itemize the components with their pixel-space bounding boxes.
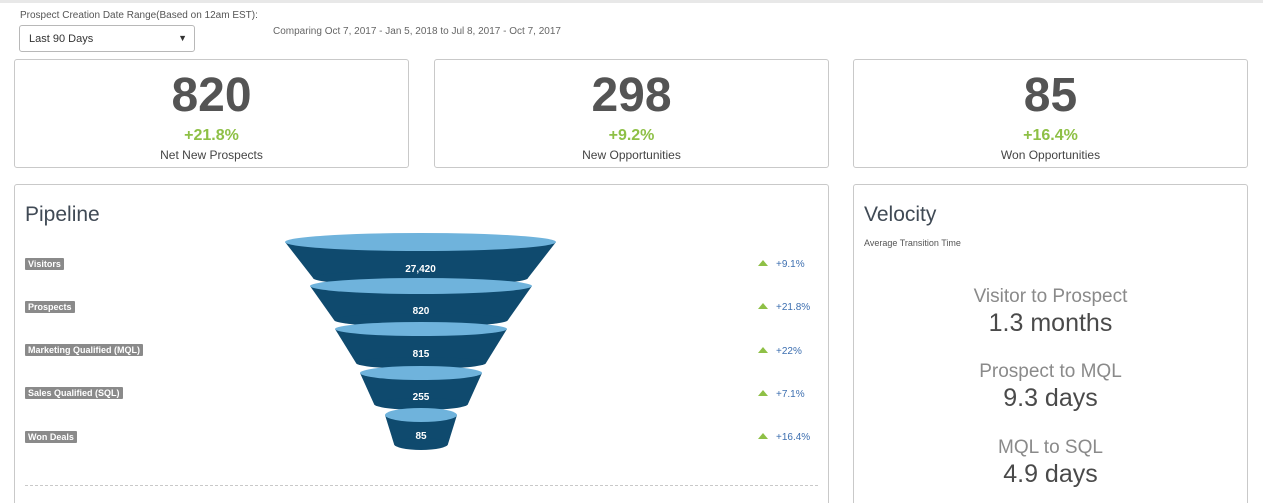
- kpi-change: +9.2%: [608, 127, 655, 144]
- kpi-value: 820: [171, 69, 252, 122]
- pipeline-title: Pipeline: [25, 203, 100, 226]
- funnel-value-visitors: 27,420: [405, 264, 436, 275]
- velocity-title: Velocity: [864, 203, 937, 226]
- velocity-item-name: MQL to SQL: [998, 437, 1103, 458]
- trend-mql: +22%: [758, 346, 802, 357]
- funnel-value-sql: 255: [413, 392, 430, 403]
- velocity-panel: [853, 184, 1248, 503]
- trend-value: +9.1%: [776, 259, 805, 270]
- top-border: [0, 0, 1263, 3]
- trend-value: +7.1%: [776, 389, 805, 400]
- funnel-value-prospects: 820: [413, 306, 430, 317]
- kpi-card-net-new-prospects: 820 +21.8% Net New Prospects: [14, 59, 409, 168]
- stage-label-visitors: Visitors: [25, 258, 64, 270]
- caret-down-icon: ▼: [178, 33, 187, 43]
- velocity-item-value: 9.3 days: [1003, 384, 1098, 412]
- trend-prospects: +21.8%: [758, 302, 810, 313]
- triangle-up-icon: [758, 390, 768, 396]
- kpi-label: Net New Prospects: [160, 148, 263, 162]
- funnel-layer-won-deals: 85: [385, 408, 457, 450]
- kpi-label: Won Opportunities: [1000, 148, 1101, 162]
- velocity-item-value: 4.9 days: [1003, 460, 1098, 488]
- trend-value: +22%: [776, 346, 802, 357]
- trend-value: +21.8%: [776, 302, 811, 313]
- kpi-change: +16.4%: [1023, 127, 1078, 144]
- velocity-item-mql-to-sql: MQL to SQL 4.9 days: [853, 437, 1248, 489]
- date-range-label: Prospect Creation Date Range(Based on 12…: [20, 10, 258, 21]
- trend-won-deals: +16.4%: [758, 432, 810, 443]
- velocity-subtitle: Average Transition Time: [864, 238, 961, 248]
- stage-label-sql: Sales Qualified (SQL): [25, 387, 123, 399]
- triangle-up-icon: [758, 347, 768, 353]
- funnel-layer-visitors: 27,420: [285, 233, 556, 286]
- stage-label-mql: Marketing Qualified (MQL): [25, 344, 144, 356]
- pipeline-funnel: 27,420 820 815 255 85: [285, 233, 556, 450]
- triangle-up-icon: [758, 260, 768, 266]
- kpi-value: 85: [1023, 69, 1078, 122]
- stage-label-prospects: Prospects: [25, 301, 75, 313]
- kpi-card-won-opportunities: 85 +16.4% Won Opportunities: [853, 59, 1248, 168]
- date-range-value: Last 90 Days: [29, 33, 94, 45]
- trend-sql: +7.1%: [758, 389, 805, 400]
- kpi-value: 298: [591, 69, 672, 122]
- funnel-layer-prospects: 820: [310, 278, 532, 327]
- velocity-item-prospect-to-mql: Prospect to MQL 9.3 days: [853, 361, 1248, 413]
- pipeline-divider: [25, 485, 818, 486]
- kpi-label: New Opportunities: [582, 148, 681, 162]
- kpi-card-new-opportunities: 298 +9.2% New Opportunities: [434, 59, 829, 168]
- triangle-up-icon: [758, 303, 768, 309]
- velocity-item-name: Visitor to Prospect: [973, 286, 1128, 307]
- kpi-change: +21.8%: [184, 127, 239, 144]
- trend-value: +16.4%: [776, 432, 811, 443]
- velocity-item-name: Prospect to MQL: [979, 361, 1122, 382]
- triangle-up-icon: [758, 433, 768, 439]
- funnel-value-won-deals: 85: [415, 431, 427, 442]
- velocity-item-value: 1.3 months: [988, 309, 1113, 337]
- stage-label-won-deals: Won Deals: [25, 431, 77, 443]
- funnel-value-mql: 815: [413, 349, 430, 360]
- trend-visitors: +9.1%: [758, 259, 805, 270]
- velocity-item-visitor-to-prospect: Visitor to Prospect 1.3 months: [853, 286, 1248, 338]
- funnel-layer-sql: 255: [360, 366, 482, 410]
- date-range-select[interactable]: Last 90 Days ▼: [19, 25, 195, 52]
- funnel-layer-mql: 815: [335, 322, 507, 369]
- comparison-text: Comparing Oct 7, 2017 - Jan 5, 2018 to J…: [273, 26, 561, 37]
